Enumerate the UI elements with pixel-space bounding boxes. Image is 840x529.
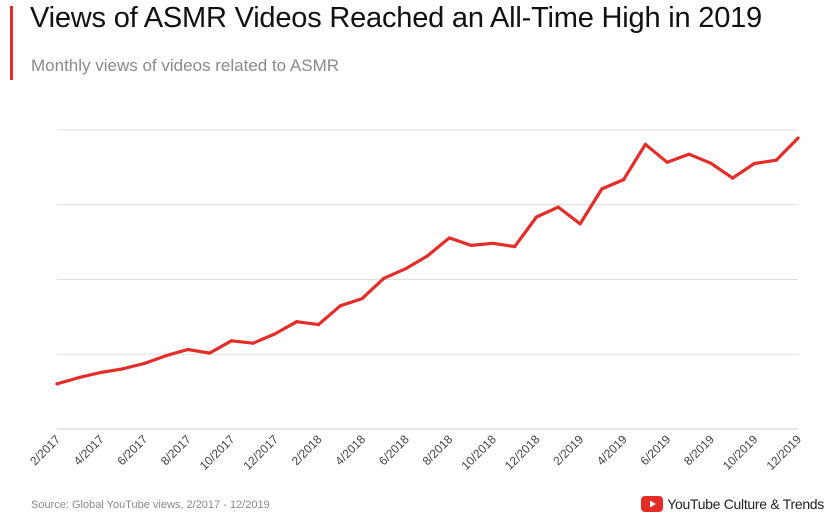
data-point [752, 161, 757, 166]
x-tick-label: 10/2019 [720, 432, 761, 473]
data-point [643, 142, 648, 146]
youtube-play-icon [641, 496, 664, 512]
data-point [360, 297, 364, 301]
data-point [77, 375, 81, 380]
chart-subtitle: Monthly views of videos related to ASMR [31, 56, 340, 75]
source-note: Source: Global YouTube views, 2/2017 - 1… [31, 499, 270, 511]
data-point [273, 332, 277, 336]
data-point [229, 339, 233, 343]
series-line [55, 136, 800, 386]
x-tick-label: 2/2018 [289, 432, 325, 468]
data-point [404, 267, 408, 271]
data-point [491, 241, 495, 245]
data-point [469, 243, 473, 248]
x-tick-label: 8/2017 [158, 432, 194, 468]
data-point [120, 367, 124, 371]
data-point [295, 320, 299, 324]
x-tick-label: 4/2017 [71, 432, 107, 468]
x-tick-label: 2/2017 [27, 432, 63, 468]
data-point [207, 351, 212, 355]
series-layer [55, 136, 800, 386]
x-tick-label: 8/2019 [681, 432, 717, 468]
x-tick-label: 12/2017 [240, 432, 281, 473]
data-point [447, 236, 451, 240]
data-point [578, 222, 582, 226]
data-point [338, 304, 342, 308]
x-tick-label: 12/2018 [502, 432, 543, 473]
brand-logo: YouTube Culture & Trends [641, 496, 824, 512]
x-tick-label: 10/2018 [458, 432, 499, 473]
x-tick-label: 8/2018 [420, 432, 456, 468]
data-point [600, 187, 604, 191]
data-point [186, 347, 190, 352]
data-point [687, 152, 691, 156]
data-point [251, 341, 255, 345]
x-axis-tick-labels: 2/2017 4/2017 6/2017 8/2017 10/2017 12/2017 2/… [27, 432, 804, 473]
data-point [382, 276, 386, 280]
x-tick-label: 12/2019 [764, 432, 805, 473]
data-point [316, 323, 321, 327]
data-point [164, 354, 168, 358]
data-point [665, 160, 669, 164]
data-point [556, 205, 560, 209]
chart-title: Views of ASMR Videos Reached an All-Time… [30, 2, 762, 34]
data-point [534, 215, 539, 219]
data-point [142, 361, 146, 366]
x-tick-label: 2/2019 [550, 432, 586, 468]
data-point [98, 370, 103, 375]
data-point [774, 158, 778, 162]
x-tick-label: 6/2018 [376, 432, 412, 468]
x-tick-label: 10/2017 [197, 432, 238, 473]
x-tick-label: 6/2017 [114, 432, 150, 468]
title-accent-bar [10, 6, 13, 80]
data-point [55, 382, 59, 386]
data-point [796, 136, 800, 140]
data-point [709, 161, 713, 165]
gridlines [57, 129, 798, 430]
data-point [425, 254, 430, 258]
data-point [731, 176, 735, 180]
x-tick-label: 4/2019 [594, 432, 630, 468]
brand-text: YouTube Culture & Trends [667, 496, 824, 512]
x-tick-label: 6/2019 [638, 432, 674, 468]
data-point [513, 245, 517, 249]
data-point [622, 178, 626, 182]
x-tick-label: 4/2018 [332, 432, 368, 468]
